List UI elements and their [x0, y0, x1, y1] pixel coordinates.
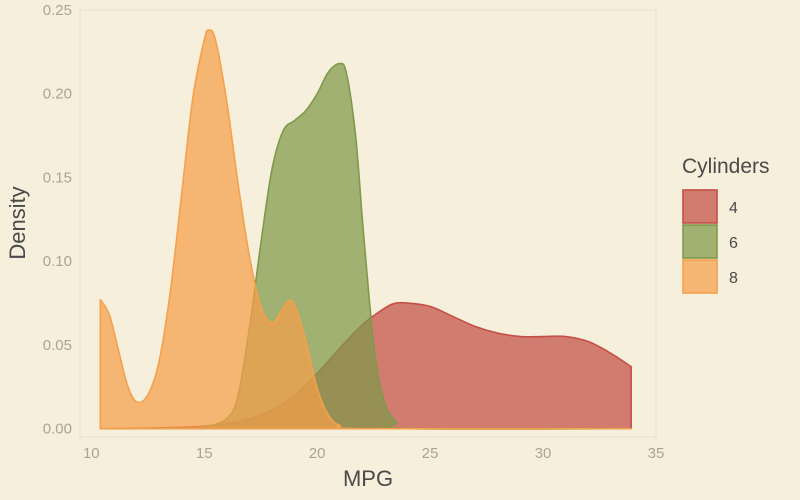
x-tick-label: 10	[83, 445, 100, 462]
density-area-6	[100, 63, 632, 430]
y-axis-title: Density	[5, 186, 30, 259]
density-line-8	[99, 29, 632, 430]
y-tick-label: 0.20	[43, 86, 72, 103]
x-tick-label: 35	[648, 445, 665, 462]
y-axis: 0.00 0.05 0.10 0.15 0.20 0.25	[43, 2, 72, 438]
series-layer	[99, 29, 632, 430]
legend-swatch	[682, 259, 718, 294]
y-tick-label: 0.25	[43, 2, 72, 19]
y-tick-label: 0.05	[43, 337, 72, 354]
density-series-8	[99, 29, 632, 430]
legend-label: 6	[729, 235, 738, 252]
x-axis: 10 15 20 25 30 35	[83, 445, 664, 462]
legend-label: 4	[729, 200, 738, 217]
legend-swatch	[682, 224, 718, 259]
x-axis-title: MPG	[343, 466, 393, 491]
x-tick-label: 20	[309, 445, 326, 462]
legend-item-4: 4	[682, 189, 738, 224]
x-tick-label: 15	[196, 445, 213, 462]
y-tick-label: 0.15	[43, 169, 72, 186]
legend-swatch	[682, 189, 718, 224]
legend-label: 8	[729, 270, 738, 287]
plot-panel	[79, 9, 657, 438]
legend-item-8: 8	[682, 259, 738, 294]
y-tick-label: 0.00	[43, 421, 72, 438]
legend-title: Cylinders	[682, 155, 770, 178]
density-area-8	[100, 29, 632, 429]
x-tick-label: 30	[535, 445, 552, 462]
x-tick-label: 25	[422, 445, 439, 462]
y-tick-label: 0.10	[43, 253, 72, 270]
legend-item-6: 6	[682, 224, 738, 259]
legend: Cylinders 4 6 8	[682, 155, 770, 294]
